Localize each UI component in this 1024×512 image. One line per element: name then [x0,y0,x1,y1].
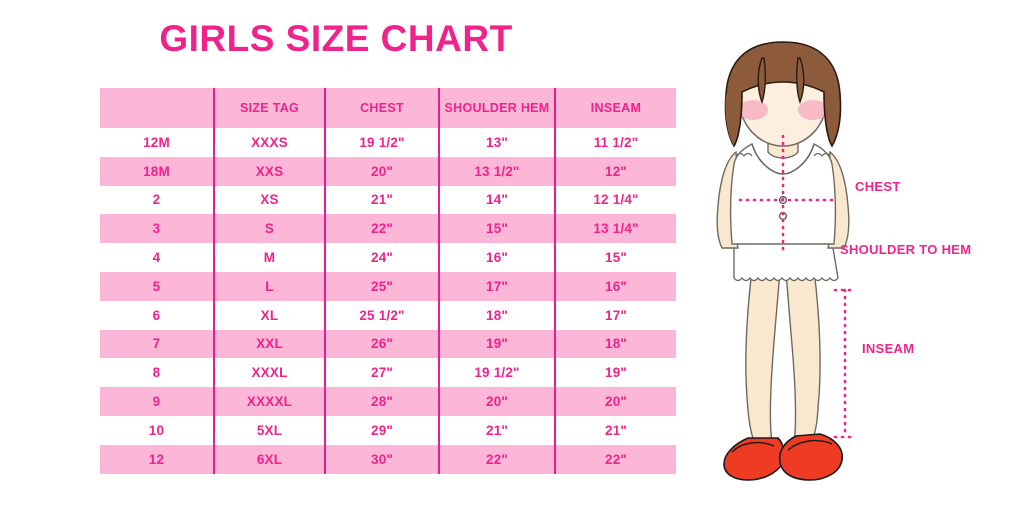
cell-size-tag: XXXS [213,128,325,157]
cell-size: 18M [100,156,214,186]
skirt-shape [733,241,839,282]
table-row: 9 XXXXL 28" 20" 20" [100,387,676,416]
cell-inseam: 21" [554,415,676,445]
table-row: 2 XS 21" 14" 12 1/4" [100,185,676,215]
cell-inseam: 12 1/4" [554,185,676,215]
inseam-measure-line [833,288,857,439]
cell-shoulder-hem: 15" [438,214,555,244]
header-size-tag: SIZE TAG [213,88,325,128]
table-body: 12M XXXS 19 1/2" 13" 11 1/2" 18M XXS 20" 13 1/2"… [100,128,676,474]
cell-size-tag: XXS [213,156,325,186]
cell-chest: 25" [324,271,439,301]
callout-shoulder-to-hem: SHOULDER TO HEM [840,242,972,257]
cell-inseam: 12" [554,156,676,186]
cell-size-tag: XL [213,300,325,330]
cell-size: 12M [100,128,214,157]
cell-chest: 21" [324,185,439,215]
table-row: 6 XL 25 1/2" 18" 17" [100,300,676,330]
table-row: 8 XXXL 27" 19 1/2" 19" [100,358,676,388]
cell-shoulder-hem: 18" [438,300,555,330]
cell-shoulder-hem: 20" [438,387,555,416]
header-row: SIZE TAG CHEST SHOULDER HEM INSEAM [100,88,676,128]
callout-inseam: INSEAM [862,341,915,356]
cell-size: 9 [100,387,214,416]
table-row: 18M XXS 20" 13 1/2" 12" [100,156,676,186]
cell-inseam: 20" [554,387,676,416]
cell-chest: 20" [324,156,439,186]
table-header: SIZE TAG CHEST SHOULDER HEM INSEAM [100,88,676,128]
cell-inseam: 22" [554,444,676,474]
cell-chest: 24" [324,243,439,272]
cell-chest: 22" [324,214,439,244]
cell-shoulder-hem: 17" [438,271,555,301]
girl-figure-illustration [690,40,890,500]
cell-size: 8 [100,358,214,388]
cell-size-tag: XS [213,185,325,215]
table-row: 4 M 24" 16" 15" [100,243,676,272]
cell-shoulder-hem: 16" [438,243,555,272]
cell-size: 10 [100,415,214,445]
table-row: 7 XXL 26" 19" 18" [100,329,676,359]
cell-inseam: 11 1/2" [554,128,676,157]
cell-size-tag: S [213,214,325,244]
cell-shoulder-hem: 13" [438,128,555,157]
cell-size: 4 [100,243,214,272]
cell-shoulder-hem: 13 1/2" [438,156,555,186]
header-chest: CHEST [324,88,439,128]
header-size [100,88,214,128]
cell-shoulder-hem: 14" [438,185,555,215]
cell-size-tag: M [213,243,325,272]
cell-inseam: 18" [554,329,676,359]
table-row: 12M XXXS 19 1/2" 13" 11 1/2" [100,128,676,157]
cell-shoulder-hem: 22" [438,444,555,474]
table-row: 3 S 22" 15" 13 1/4" [100,214,676,244]
cell-size-tag: 5XL [213,415,325,445]
cell-chest: 27" [324,358,439,388]
header-shoulder-hem: SHOULDER HEM [438,88,555,128]
cell-size: 12 [100,444,214,474]
table-row: 5 L 25" 17" 16" [100,271,676,301]
legs-shape [745,269,821,445]
cell-size-tag: XXXL [213,358,325,388]
cell-inseam: 13 1/4" [554,214,676,244]
cell-chest: 26" [324,329,439,359]
cell-size-tag: XXXXL [213,387,325,416]
cell-chest: 29" [324,415,439,445]
cell-size-tag: XXL [213,329,325,359]
page-title: GIRLS SIZE CHART [159,18,513,59]
cell-chest: 30" [324,444,439,474]
hair-shape [724,41,842,148]
cell-chest: 19 1/2" [324,128,439,157]
cell-chest: 28" [324,387,439,416]
buttons-shape [778,196,787,221]
callout-chest: CHEST [855,179,901,194]
size-chart-table: SIZE TAG CHEST SHOULDER HEM INSEAM 12M XX… [100,88,676,474]
cell-size: 5 [100,271,214,301]
cell-inseam: 19" [554,358,676,388]
cell-inseam: 15" [554,243,676,272]
cell-shoulder-hem: 19 1/2" [438,358,555,388]
cell-shoulder-hem: 19" [438,329,555,359]
cell-size-tag: 6XL [213,444,325,474]
cell-size: 3 [100,214,214,244]
cell-chest: 25 1/2" [324,300,439,330]
table-row: 12 6XL 30" 22" 22" [100,444,676,474]
cell-inseam: 17" [554,300,676,330]
cell-inseam: 16" [554,271,676,301]
cell-shoulder-hem: 21" [438,415,555,445]
cell-size-tag: L [213,271,325,301]
cell-size: 7 [100,329,214,359]
header-inseam: INSEAM [554,88,676,128]
table-row: 10 5XL 29" 21" 21" [100,415,676,445]
cell-size: 6 [100,300,214,330]
cell-size: 2 [100,185,214,215]
shoes-shape [723,433,844,481]
